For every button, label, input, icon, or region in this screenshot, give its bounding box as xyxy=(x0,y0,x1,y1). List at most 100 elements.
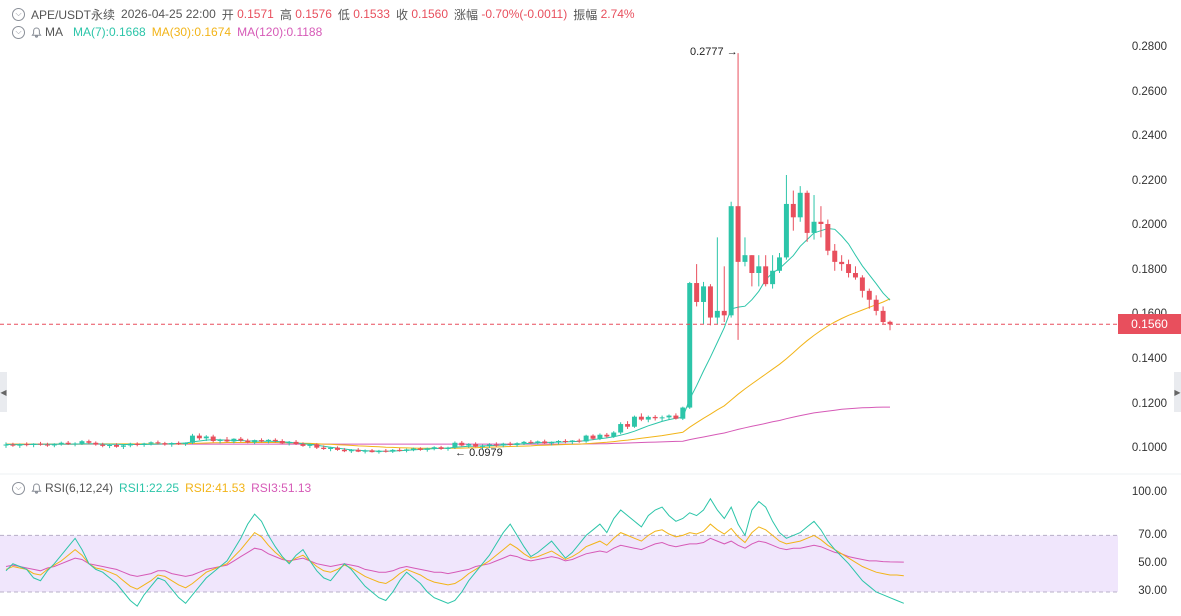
bell-icon[interactable] xyxy=(31,26,42,38)
candle-body xyxy=(749,255,755,274)
candle-body xyxy=(701,286,707,302)
rsi-tick: 70.00 xyxy=(1138,529,1167,541)
rsi3-line xyxy=(5,537,904,577)
high-annotation-value: 0.2777 xyxy=(690,46,724,58)
candle-body xyxy=(673,415,679,419)
candle-body xyxy=(659,417,665,419)
candle-body xyxy=(390,449,396,452)
candle-body xyxy=(493,444,499,446)
candle-body xyxy=(31,443,37,445)
candle-body xyxy=(100,444,106,446)
candle-body xyxy=(58,442,64,444)
datetime-label: 2026-04-25 22:00 xyxy=(121,7,216,21)
candle-body xyxy=(721,310,727,316)
candle-body xyxy=(134,443,140,445)
candle-body xyxy=(24,444,30,446)
candle-body xyxy=(307,444,313,446)
candle-body xyxy=(252,440,258,443)
candle-body xyxy=(631,416,637,427)
chevron-down-icon[interactable]: ⌵ xyxy=(12,25,25,39)
candle-body xyxy=(397,449,403,451)
candle-body xyxy=(611,432,617,437)
candle-body xyxy=(196,435,202,439)
candle-body xyxy=(10,444,16,446)
candle-body xyxy=(556,440,561,443)
rsi-tick: 50.00 xyxy=(1138,557,1167,569)
candle-body xyxy=(590,435,596,439)
candle-body xyxy=(44,444,50,446)
candle-body xyxy=(652,416,658,419)
candle-body xyxy=(410,448,416,450)
candle-body xyxy=(189,435,195,443)
price-tick: 0.2200 xyxy=(1131,175,1167,187)
candle-body xyxy=(714,310,720,318)
candle-body xyxy=(521,441,527,444)
candle-body xyxy=(514,443,520,445)
chevron-right-icon[interactable]: ▶ xyxy=(1174,372,1181,412)
candle-body xyxy=(542,441,548,444)
candle-body xyxy=(797,192,803,218)
close-value: 0.1560 xyxy=(411,7,449,21)
candle-body xyxy=(818,221,824,224)
high-annotation: 0.2777 → xyxy=(690,46,738,58)
candle-body xyxy=(238,438,244,441)
price-tick: 0.2800 xyxy=(1131,41,1167,53)
ma-legend: ⌵ MA MA(7):0.1668 MA(30):0.1674 MA(120):… xyxy=(12,24,322,40)
candle-body xyxy=(183,442,189,445)
candle-body xyxy=(286,441,292,444)
candle-body xyxy=(445,447,451,449)
candle-body xyxy=(638,416,644,420)
candle-body xyxy=(569,440,575,442)
candle-body xyxy=(65,442,71,445)
candle-body xyxy=(300,444,306,446)
candle-body xyxy=(852,273,858,278)
ma120-line xyxy=(6,406,890,445)
candle-body xyxy=(383,450,389,452)
bell-icon[interactable] xyxy=(31,482,42,494)
candle-body xyxy=(687,283,693,408)
candle-body xyxy=(293,441,299,445)
candle-body xyxy=(597,434,603,439)
arrow-right-icon: → xyxy=(726,46,738,58)
candle-body xyxy=(480,445,486,447)
candle-body xyxy=(645,416,651,420)
candle-body xyxy=(770,270,776,285)
price-tick: 0.2400 xyxy=(1131,130,1167,142)
candle-body xyxy=(17,444,23,446)
candle-body xyxy=(431,447,437,449)
chevron-down-icon[interactable]: ⌵ xyxy=(12,481,25,495)
chevron-down-icon[interactable]: ⌵ xyxy=(12,7,25,21)
candle-body xyxy=(604,434,610,437)
ma7-line xyxy=(6,227,891,452)
rsi-tick: 30.00 xyxy=(1138,585,1167,597)
candle-body xyxy=(107,444,113,446)
symbol-label: APE/USDT永续 xyxy=(31,7,116,22)
candle-body xyxy=(148,442,154,444)
candle-body xyxy=(417,448,423,450)
candle-body xyxy=(328,447,334,449)
candle-body xyxy=(141,443,147,445)
candle-body xyxy=(120,445,126,447)
candle-body xyxy=(473,444,479,447)
candle-body xyxy=(707,286,713,318)
candle-body xyxy=(127,443,133,446)
candle-body xyxy=(763,266,769,285)
candle-body xyxy=(790,203,796,218)
candle-body xyxy=(51,443,57,446)
candle-body xyxy=(666,415,672,418)
chevron-left-icon[interactable]: ◀ xyxy=(0,372,7,412)
candle-body xyxy=(804,192,810,233)
candle-body xyxy=(348,449,354,452)
rsi3-value: RSI3:51.13 xyxy=(251,481,312,495)
candle-body xyxy=(500,443,506,446)
candle-body xyxy=(583,435,589,442)
rsi1-value: RSI1:22.25 xyxy=(119,481,180,495)
candle-body xyxy=(576,440,582,442)
candle-body xyxy=(728,206,734,316)
candle-body xyxy=(528,441,534,443)
candle-body xyxy=(231,438,237,442)
candle-body xyxy=(866,290,872,300)
candle-body xyxy=(562,440,568,442)
ma-lines xyxy=(6,227,891,452)
